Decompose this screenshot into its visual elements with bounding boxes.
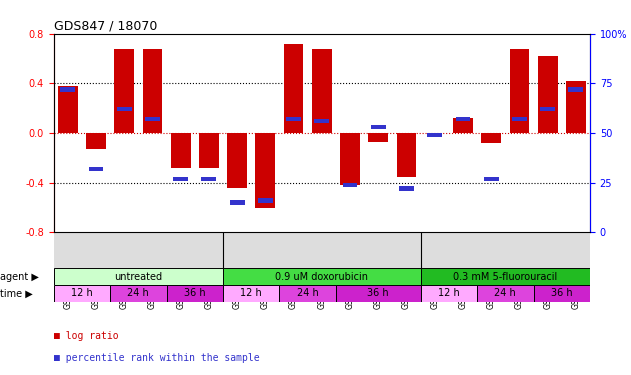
Bar — [167, 285, 223, 302]
Bar — [223, 268, 421, 285]
Bar — [343, 183, 357, 187]
Text: 12 h: 12 h — [240, 288, 262, 298]
Bar — [569, 87, 583, 92]
Bar — [230, 200, 245, 205]
Bar — [223, 285, 280, 302]
Bar — [174, 177, 188, 181]
Bar — [456, 117, 470, 122]
Bar — [117, 107, 132, 111]
Bar — [58, 86, 78, 133]
Bar — [512, 117, 527, 122]
Bar — [54, 285, 110, 302]
Text: 24 h: 24 h — [495, 288, 516, 298]
Text: 12 h: 12 h — [438, 288, 460, 298]
Bar — [284, 44, 304, 133]
Text: 36 h: 36 h — [184, 288, 206, 298]
Text: GDS847 / 18070: GDS847 / 18070 — [54, 20, 157, 33]
Bar — [280, 285, 336, 302]
Text: ■ log ratio: ■ log ratio — [54, 331, 118, 340]
Bar — [397, 133, 416, 177]
Bar — [399, 186, 414, 191]
Bar — [88, 166, 103, 171]
Bar — [421, 268, 590, 285]
Bar — [54, 268, 223, 285]
Bar — [201, 177, 216, 181]
Bar — [171, 133, 191, 168]
Text: untreated: untreated — [114, 272, 162, 282]
Text: 24 h: 24 h — [297, 288, 319, 298]
Text: 12 h: 12 h — [71, 288, 93, 298]
Text: ■ percentile rank within the sample: ■ percentile rank within the sample — [54, 353, 259, 363]
Bar — [314, 119, 329, 123]
Bar — [145, 117, 160, 122]
Bar — [227, 133, 247, 188]
Bar — [477, 285, 534, 302]
Bar — [199, 133, 219, 168]
Text: 24 h: 24 h — [127, 288, 149, 298]
Text: 0.3 mM 5-fluorouracil: 0.3 mM 5-fluorouracil — [453, 272, 557, 282]
Bar — [110, 285, 167, 302]
Bar — [371, 125, 386, 129]
Bar — [510, 49, 529, 133]
Text: 36 h: 36 h — [367, 288, 389, 298]
Bar — [336, 285, 421, 302]
Bar — [61, 87, 75, 92]
Bar — [481, 133, 501, 143]
Bar — [540, 107, 555, 111]
Bar — [258, 198, 273, 203]
Text: time ▶: time ▶ — [0, 288, 33, 298]
Bar — [369, 133, 388, 142]
Bar — [484, 177, 498, 181]
Bar — [453, 118, 473, 133]
Bar — [340, 133, 360, 185]
Bar — [256, 133, 275, 207]
Bar — [427, 133, 442, 137]
Text: 36 h: 36 h — [551, 288, 572, 298]
Bar — [538, 56, 558, 133]
Bar — [566, 81, 586, 133]
Bar — [534, 285, 590, 302]
Bar — [421, 285, 477, 302]
Bar — [86, 133, 106, 149]
Bar — [312, 49, 332, 133]
Text: agent ▶: agent ▶ — [0, 272, 39, 282]
Bar — [114, 49, 134, 133]
Bar — [143, 49, 162, 133]
Bar — [286, 117, 301, 122]
Text: 0.9 uM doxorubicin: 0.9 uM doxorubicin — [275, 272, 369, 282]
